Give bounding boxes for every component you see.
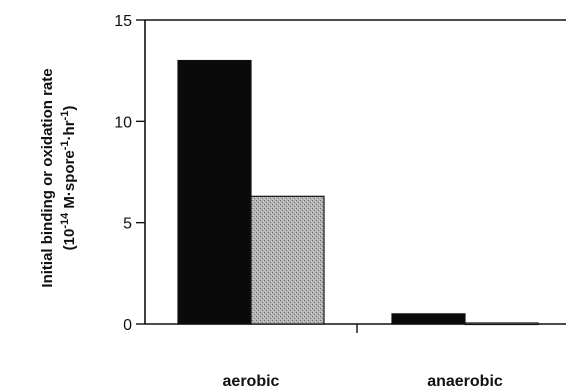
y-axis-label: Initial binding or oxidation rate (10-14… (39, 68, 78, 287)
y-axis-label-line1: Initial binding or oxidation rate (39, 68, 56, 287)
bar-aerobic-series-1 (177, 59, 252, 325)
bar-anaerobic-series-2 (464, 322, 539, 326)
x-category-label-anaerobic: anaerobic (427, 373, 503, 390)
y-tick-label: 15 (114, 13, 132, 30)
y-axis-label-line2: (10-14 M·spore-1·hr-1) (59, 106, 78, 251)
y-tick-label: 0 (123, 317, 132, 334)
bars (177, 59, 539, 326)
bar-aerobic-series-2 (250, 195, 325, 325)
y-tick-label: 10 (114, 114, 132, 131)
x-category-label-aerobic: aerobic (223, 373, 280, 390)
y-ticks: 0 5 10 15 (114, 13, 145, 334)
x-categories: aerobic anaerobic (223, 324, 503, 390)
bar-anaerobic-series-1 (391, 313, 466, 325)
y-tick-label: 5 (123, 216, 132, 233)
